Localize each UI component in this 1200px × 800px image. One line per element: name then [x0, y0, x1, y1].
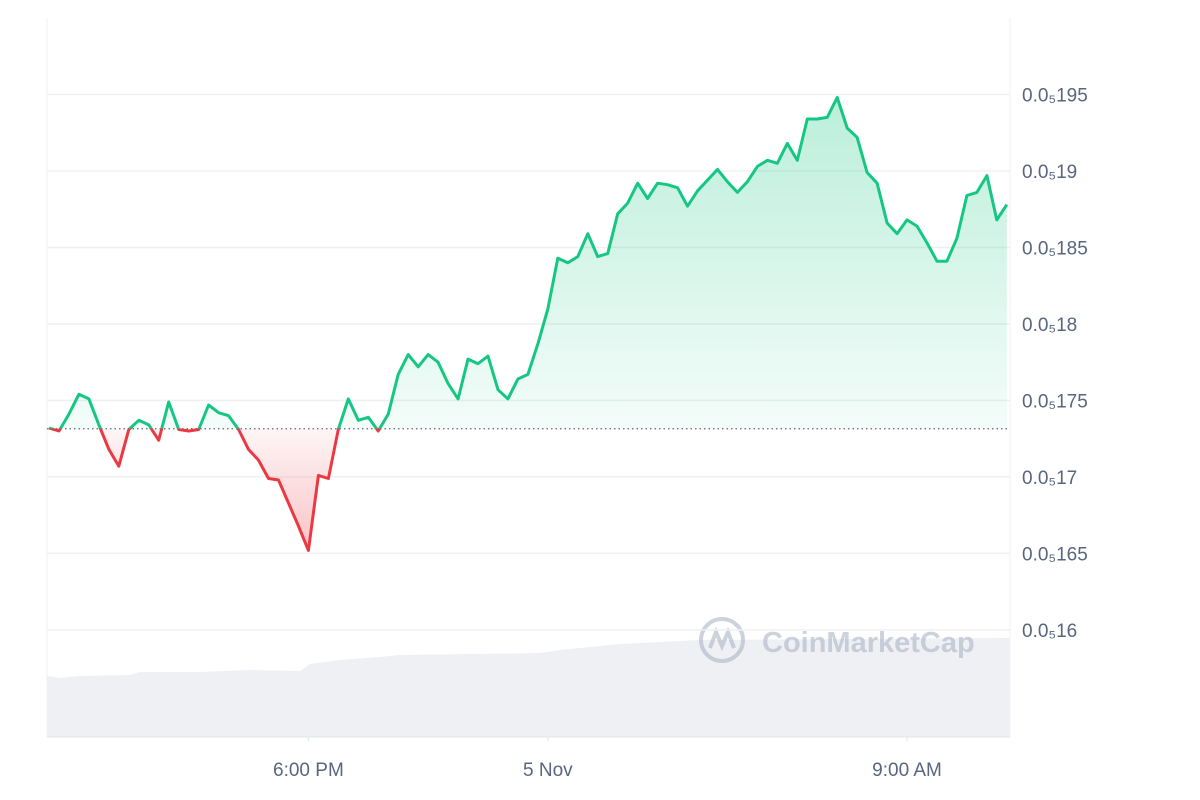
y-tick-label: 0.0₅175	[1022, 391, 1088, 412]
plot: 0.0₅16 0.0₅165 0.0₅17 0.0₅175 0.0₅18 0.0₅185 0…	[47, 85, 1088, 781]
y-tick-label: 0.0₅195	[1022, 85, 1088, 106]
x-tick-label: 6:00 PM	[273, 760, 344, 781]
y-tick-label: 0.0₅19	[1022, 162, 1077, 183]
volume-backdrop	[47, 638, 1010, 737]
watermark-text: CoinMarketCap	[762, 627, 975, 659]
y-tick-label: 0.0₅16	[1022, 621, 1077, 642]
y-tick-label: 0.0₅17	[1022, 468, 1077, 489]
watermark-logo	[699, 617, 745, 663]
x-tick-label: 9:00 AM	[872, 760, 942, 781]
y-tick-label: 0.0₅165	[1022, 544, 1088, 565]
y-tick-label: 0.0₅18	[1022, 315, 1077, 336]
x-tick-label: 5 Nov	[523, 760, 573, 781]
watermark-logo-mark	[708, 626, 736, 652]
price-line	[48, 96, 1009, 552]
watermark: CoinMarketCap	[699, 617, 975, 663]
area-up	[49, 97, 1007, 429]
y-tick-label: 0.0₅185	[1022, 238, 1088, 259]
area-down	[49, 428, 1007, 551]
